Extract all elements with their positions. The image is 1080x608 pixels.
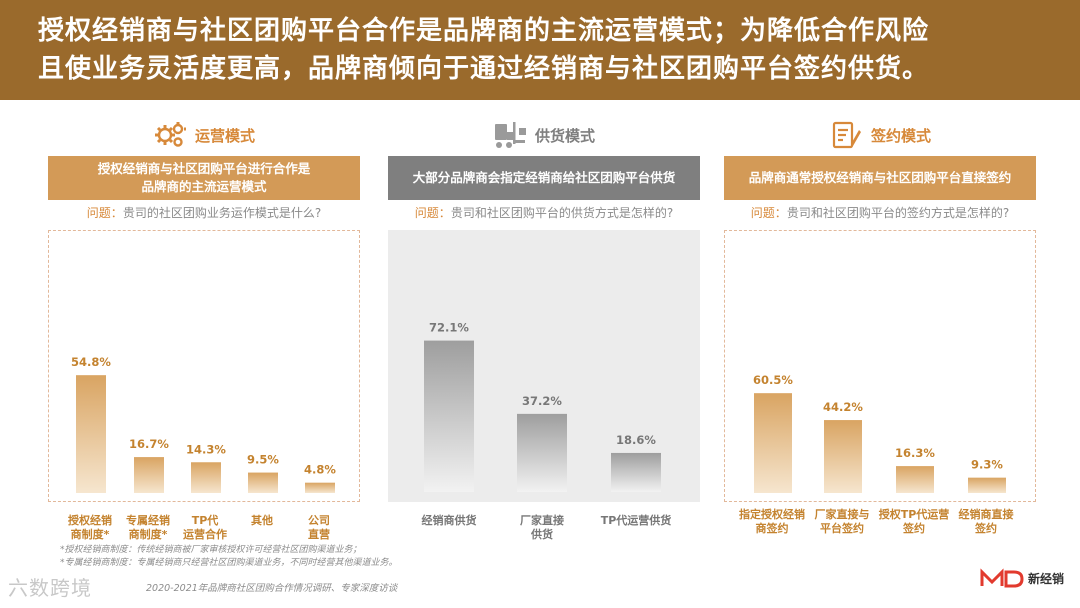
category-label: 其他 [251, 514, 273, 527]
question-label: 问题： [750, 206, 787, 220]
category-label: 指定授权经销 商签约 [739, 508, 805, 535]
category-label: 经销商直接 签约 [958, 508, 1014, 535]
question-text: 贵司的社区团购业务运作模式是什么? [122, 206, 322, 220]
bar [134, 457, 164, 493]
survey-question: 问题：贵司的社区团购业务运作模式是什么? [48, 204, 360, 221]
data-label: 14.3% [186, 442, 226, 456]
data-label: 4.8% [304, 463, 336, 477]
watermark: 六数跨境 [8, 576, 92, 600]
category-label: 授权经销 商制度* [68, 514, 112, 541]
footnote-1: *授权经销商制度：传统经销商被厂家审核授权许可经营社区团购渠道业务； [60, 545, 362, 555]
panel-banner: 授权经销商与社区团购平台进行合作是 品牌商的主流运营模式 [48, 156, 360, 200]
category-label: 授权TP代运营 签约 [878, 508, 950, 535]
category-label: 专属经销 商制度* [126, 514, 170, 541]
gears-icon [154, 122, 186, 147]
data-label: 16.3% [895, 446, 935, 460]
footnote-2: *专属经销商制度：专属经销商只经营社区团购渠道业务，不同时经营其他渠道业务。 [60, 558, 398, 568]
panel-title: 供货模式 [388, 118, 700, 152]
question-label: 问题： [86, 206, 123, 220]
bar [824, 420, 862, 493]
bar-chart: 54.8% 16.7% 14.3% 9.5% 4.8% [71, 355, 336, 493]
bar [896, 466, 934, 493]
chart-area: 72.1% 37.2% 18.6% [388, 230, 700, 502]
panel-banner-text: 大部分品牌商会指定经销商给社区团购平台供货 [412, 170, 676, 185]
bar [305, 482, 335, 493]
bar [424, 340, 474, 492]
header-banner: 授权经销商与社区团购平台合作是品牌商的主流运营模式；为降低合作风险 且使业务灵活… [0, 0, 1080, 100]
chart-area: 60.5% 44.2% 16.3% 9.3% [724, 230, 1036, 502]
data-label: 9.5% [247, 453, 279, 467]
data-label: 37.2% [522, 394, 562, 408]
category-label: 厂家直接与 平台签约 [814, 508, 870, 535]
category-label: 公司 直营 [308, 514, 330, 541]
bar [191, 462, 221, 493]
bar [517, 413, 567, 492]
data-label: 54.8% [71, 355, 111, 369]
bar [76, 375, 106, 493]
panel-banner: 品牌商通常授权经销商与社区团购平台直接签约 [724, 156, 1036, 200]
logo-text: 新经销 [1028, 571, 1065, 586]
bar [754, 393, 792, 493]
category-label: 厂家直接 供货 [520, 514, 564, 541]
category-label: 经销商供货 [421, 514, 477, 527]
panel-banner-text: 授权经销商与社区团购平台进行合作是 品牌商的主流运营模式 [97, 161, 311, 194]
data-label: 72.1% [429, 321, 469, 335]
header-line-2: 且使业务灵活度更高，品牌商倾向于通过经销商与社区团购平台签约供货。 [38, 54, 930, 84]
survey-question: 问题：贵司和社区团购平台的签约方式是怎样的? [724, 204, 1036, 221]
panel-title: 运营模式 [48, 118, 360, 152]
question-label: 问题： [414, 206, 451, 220]
source-note: 2020-2021年品牌商社区团购合作情况调研、专家深度访谈 [146, 583, 398, 594]
contract-icon [832, 121, 861, 149]
data-label: 44.2% [823, 400, 863, 414]
question-text: 贵司和社区团购平台的签约方式是怎样的? [786, 206, 1010, 220]
category-label: TP代运营供货 [600, 514, 672, 527]
panel-banner-text: 品牌商通常授权经销商与社区团购平台直接签约 [748, 170, 1012, 185]
panel-title-text: 签约模式 [870, 126, 931, 145]
data-label: 16.7% [129, 437, 169, 451]
header-line-1: 授权经销商与社区团购平台合作是品牌商的主流运营模式；为降低合作风险 [38, 16, 930, 46]
survey-question: 问题：贵司和社区团购平台的供货方式是怎样的? [388, 204, 700, 221]
bar [248, 472, 278, 493]
bar [611, 452, 661, 492]
data-label: 18.6% [616, 433, 656, 447]
data-label: 9.3% [971, 458, 1003, 472]
panel-title-text: 运营模式 [194, 126, 255, 145]
chart-area: 54.8% 16.7% 14.3% 9.5% 4.8% [48, 230, 360, 502]
bar-chart: 60.5% 44.2% 16.3% 9.3% [753, 373, 1006, 493]
panel-title-text: 供货模式 [534, 126, 595, 145]
logo-mark-icon [980, 568, 1024, 588]
forklift-icon [494, 122, 526, 148]
brand-logo: 新经销 [980, 568, 1064, 588]
panel-banner: 大部分品牌商会指定经销商给社区团购平台供货 [388, 156, 700, 200]
bar-chart: 72.1% 37.2% 18.6% [424, 321, 661, 492]
question-text: 贵司和社区团购平台的供货方式是怎样的? [450, 206, 674, 220]
bar [968, 477, 1006, 493]
category-label: TP代 运营合作 [183, 514, 227, 541]
data-label: 60.5% [753, 373, 793, 387]
panel-title: 签约模式 [724, 118, 1036, 152]
